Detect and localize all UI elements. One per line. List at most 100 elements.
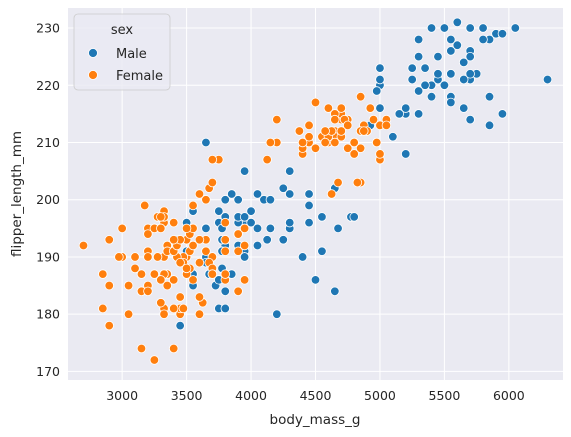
data-point-male bbox=[239, 166, 250, 176]
data-point-male bbox=[420, 63, 430, 73]
legend-label-female: Female bbox=[116, 69, 163, 84]
data-point-female bbox=[156, 212, 166, 222]
data-point-female bbox=[336, 103, 346, 113]
data-point-male bbox=[465, 69, 475, 79]
data-point-female bbox=[143, 252, 153, 262]
y-axis-ticks: 170 180 190 200 210 220 230 bbox=[36, 21, 60, 379]
data-point-female bbox=[310, 143, 321, 153]
data-point-female bbox=[220, 235, 230, 245]
x-tick-label: 5500 bbox=[429, 388, 461, 403]
data-point-male bbox=[465, 114, 475, 125]
data-point-male bbox=[459, 57, 469, 68]
data-point-female bbox=[207, 177, 218, 188]
legend-marker-female bbox=[88, 70, 98, 80]
data-point-female bbox=[159, 309, 169, 319]
data-point-male bbox=[239, 252, 250, 262]
data-point-female bbox=[130, 263, 140, 274]
data-point-female bbox=[294, 126, 305, 136]
data-point-male bbox=[201, 223, 211, 234]
data-point-female bbox=[297, 137, 308, 148]
data-point-female bbox=[239, 275, 250, 285]
data-point-male bbox=[246, 206, 256, 216]
data-point-male bbox=[413, 34, 424, 45]
data-point-male bbox=[214, 206, 224, 216]
data-point-female bbox=[123, 280, 134, 291]
data-point-male bbox=[375, 63, 385, 73]
data-point-male bbox=[452, 40, 462, 50]
data-point-male bbox=[285, 166, 295, 176]
data-point-male bbox=[465, 23, 475, 33]
data-point-female bbox=[149, 355, 160, 365]
y-tick-label: 200 bbox=[36, 192, 60, 207]
data-point-female bbox=[265, 137, 276, 148]
data-point-male bbox=[262, 235, 272, 245]
data-point-female bbox=[156, 223, 166, 234]
data-point-female bbox=[123, 309, 134, 319]
data-point-male bbox=[252, 189, 263, 199]
x-tick-label: 4000 bbox=[235, 388, 267, 403]
data-point-male bbox=[420, 80, 430, 90]
data-point-male bbox=[252, 240, 263, 251]
legend-title: sex bbox=[111, 23, 134, 38]
data-point-male bbox=[413, 86, 424, 96]
data-point-male bbox=[317, 212, 327, 222]
data-point-female bbox=[188, 275, 198, 285]
x-tick-label: 5000 bbox=[364, 388, 396, 403]
data-point-male bbox=[452, 17, 462, 28]
data-point-male bbox=[175, 320, 185, 331]
data-point-male bbox=[407, 74, 417, 85]
data-point-female bbox=[194, 292, 205, 302]
data-point-male bbox=[484, 120, 495, 131]
x-axis-ticks: 3000 3500 4000 4500 5000 5500 6000 bbox=[106, 388, 525, 403]
data-point-male bbox=[220, 303, 230, 314]
x-axis-label: body_mass_g bbox=[270, 412, 361, 428]
data-point-female bbox=[194, 189, 205, 199]
data-point-male bbox=[285, 189, 295, 199]
data-point-female bbox=[239, 223, 250, 234]
data-point-male bbox=[510, 23, 521, 33]
y-tick-label: 180 bbox=[36, 307, 60, 322]
data-point-female bbox=[304, 120, 314, 131]
data-point-male bbox=[297, 252, 308, 262]
data-point-female bbox=[349, 149, 359, 159]
data-point-female bbox=[156, 298, 166, 308]
y-tick-label: 170 bbox=[36, 364, 60, 379]
data-point-female bbox=[349, 137, 359, 148]
data-point-male bbox=[478, 34, 488, 45]
data-point-male bbox=[333, 223, 343, 234]
data-point-female bbox=[220, 269, 230, 279]
data-point-male bbox=[439, 80, 450, 90]
data-point-female bbox=[175, 257, 185, 268]
x-tick-label: 3500 bbox=[171, 388, 203, 403]
data-point-female bbox=[104, 280, 114, 291]
data-point-male bbox=[252, 223, 263, 234]
data-point-male bbox=[439, 23, 450, 33]
data-point-male bbox=[446, 46, 456, 56]
data-point-female bbox=[320, 137, 330, 148]
data-point-male bbox=[478, 23, 488, 33]
y-tick-label: 220 bbox=[36, 78, 60, 93]
data-point-female bbox=[272, 114, 282, 125]
data-point-male bbox=[407, 63, 417, 73]
data-point-male bbox=[542, 74, 553, 85]
data-point-female bbox=[98, 303, 108, 314]
data-point-female bbox=[343, 120, 353, 131]
data-point-male bbox=[401, 149, 411, 159]
data-point-female bbox=[336, 126, 346, 136]
data-point-male bbox=[497, 109, 508, 119]
data-point-female bbox=[114, 252, 124, 262]
data-point-female bbox=[220, 246, 230, 256]
data-point-male bbox=[401, 103, 411, 113]
data-point-male bbox=[220, 195, 230, 205]
data-point-female bbox=[98, 269, 108, 279]
data-point-female bbox=[233, 229, 243, 239]
data-point-female bbox=[326, 189, 337, 199]
data-point-female bbox=[181, 223, 192, 234]
x-tick-label: 3000 bbox=[106, 388, 138, 403]
data-point-female bbox=[355, 92, 366, 102]
legend-marker-male bbox=[88, 48, 98, 58]
data-point-male bbox=[465, 51, 475, 62]
data-point-female bbox=[365, 103, 375, 113]
x-tick-label: 6000 bbox=[493, 388, 525, 403]
data-point-female bbox=[175, 292, 185, 302]
